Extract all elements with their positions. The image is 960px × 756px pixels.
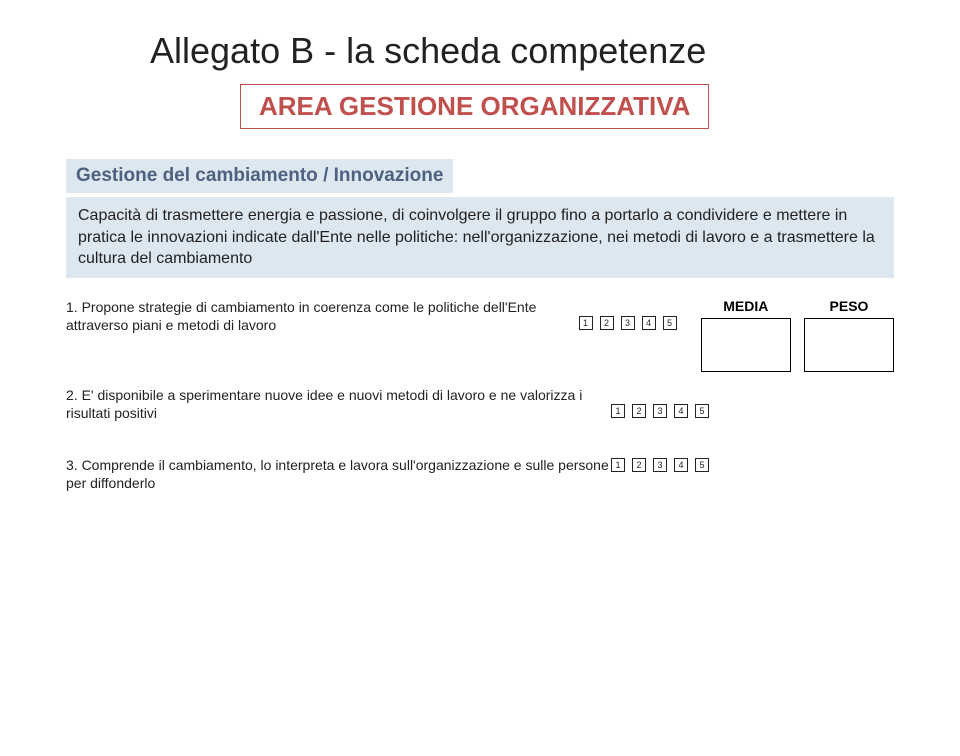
media-box[interactable] — [701, 318, 791, 372]
scale-option-4[interactable]: 4 — [642, 316, 656, 330]
section-heading: Gestione del cambiamento / Innovazione — [66, 159, 453, 193]
media-header: MEDIA — [723, 298, 768, 314]
page: Allegato B - la scheda competenze AREA G… — [0, 0, 960, 547]
rating-scale: 1 2 3 4 5 — [611, 458, 741, 472]
peso-column: PESO — [804, 298, 894, 372]
item-row: 3. Comprende il cambiamento, lo interpre… — [66, 456, 894, 492]
scale-column: 1 2 3 4 5 — [579, 298, 701, 330]
scale-option-3[interactable]: 3 — [653, 404, 667, 418]
scale-option-5[interactable]: 5 — [695, 404, 709, 418]
scale-option-1[interactable]: 1 — [579, 316, 593, 330]
scale-option-2[interactable]: 2 — [600, 316, 614, 330]
spacer — [66, 436, 894, 456]
item-row: 1. Propone strategie di cambiamento in c… — [66, 298, 894, 372]
scale-option-1[interactable]: 1 — [611, 404, 625, 418]
scale-option-3[interactable]: 3 — [653, 458, 667, 472]
scale-option-1[interactable]: 1 — [611, 458, 625, 472]
scale-option-2[interactable]: 2 — [632, 458, 646, 472]
items-area: 1. Propone strategie di cambiamento in c… — [66, 298, 894, 493]
page-title: Allegato B - la scheda competenze — [150, 30, 920, 72]
area-title-container: AREA GESTIONE ORGANIZZATIVA — [240, 84, 920, 129]
item-text: 1. Propone strategie di cambiamento in c… — [66, 298, 579, 334]
scale-option-4[interactable]: 4 — [674, 404, 688, 418]
scale-option-4[interactable]: 4 — [674, 458, 688, 472]
scale-option-5[interactable]: 5 — [695, 458, 709, 472]
scale-option-5[interactable]: 5 — [663, 316, 677, 330]
scale-column: 1 2 3 4 5 — [611, 386, 741, 418]
section-description: Capacità di trasmettere energia e passio… — [66, 197, 894, 278]
scale-option-3[interactable]: 3 — [621, 316, 635, 330]
peso-box[interactable] — [804, 318, 894, 372]
item-text: 3. Comprende il cambiamento, lo interpre… — [66, 456, 611, 492]
item-text: 2. E' disponibile a sperimentare nuove i… — [66, 386, 611, 422]
scale-option-2[interactable]: 2 — [632, 404, 646, 418]
rating-scale: 1 2 3 4 5 — [579, 316, 701, 330]
section-heading-wrap: Gestione del cambiamento / Innovazione — [40, 159, 920, 193]
scale-column: 1 2 3 4 5 — [611, 456, 741, 472]
peso-header: PESO — [830, 298, 869, 314]
item-row: 2. E' disponibile a sperimentare nuove i… — [66, 386, 894, 422]
rating-scale: 1 2 3 4 5 — [611, 404, 741, 418]
media-column: MEDIA — [701, 298, 791, 372]
area-title: AREA GESTIONE ORGANIZZATIVA — [240, 84, 709, 129]
